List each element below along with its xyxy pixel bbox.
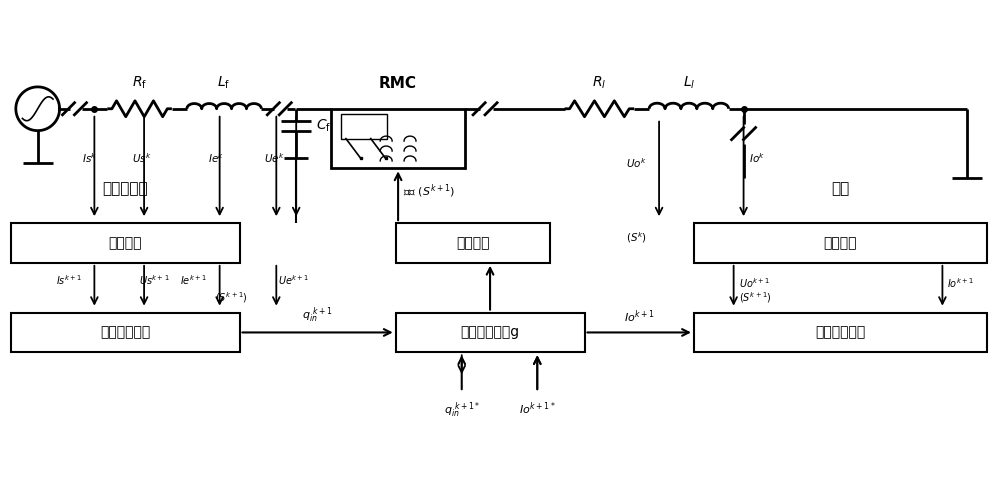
Bar [396,223,550,263]
Text: $Io^{k+1}$: $Io^{k+1}$ [947,276,975,290]
Text: $q_{in}^{\ k+1}$: $q_{in}^{\ k+1}$ [302,306,333,326]
Text: $L_{\rm f}$: $L_{\rm f}$ [217,75,231,91]
Text: RMC: RMC [379,76,417,91]
Text: $Ue^{k+1}$: $Ue^{k+1}$ [278,273,310,287]
Bar [331,109,465,168]
Text: $Io^k$: $Io^k$ [749,152,765,165]
Text: 选择 ($S^{k+1}$): 选择 ($S^{k+1}$) [403,182,455,200]
Text: $Ie^{k+1}$: $Ie^{k+1}$ [180,273,208,287]
Text: $(S^k)$: $(S^k)$ [626,230,647,245]
Text: $R_{\rm f}$: $R_{\rm f}$ [132,75,147,91]
Text: $Us^k$: $Us^k$ [132,152,152,165]
Text: $(S^{k+1})$: $(S^{k+1})$ [215,290,247,305]
Bar [694,223,987,263]
Text: $Is^k$: $Is^k$ [82,152,98,165]
Text: $L_{\it l}$: $L_{\it l}$ [683,75,695,91]
Text: $Uo^k$: $Uo^k$ [626,156,647,170]
Text: 控制对象预测: 控制对象预测 [100,326,150,339]
Text: $Is^{k+1}$: $Is^{k+1}$ [56,273,82,287]
Text: $R_{\it l}$: $R_{\it l}$ [592,75,607,91]
Text: $Io^{k+1}$: $Io^{k+1}$ [624,309,655,326]
Text: $Io^{k+1*}$: $Io^{k+1*}$ [519,400,556,417]
Text: $q_{in}^{\ k+1*}$: $q_{in}^{\ k+1*}$ [444,400,480,420]
Text: $(S^{k+1})$: $(S^{k+1})$ [739,290,771,305]
Text: 控制对象预测: 控制对象预测 [815,326,866,339]
Text: $Ie^k$: $Ie^k$ [208,152,224,165]
Bar [341,114,387,139]
Text: 输入滤波器: 输入滤波器 [102,181,148,196]
Text: 计算功能函数g: 计算功能函数g [460,326,520,339]
Text: $Us^{k+1}$: $Us^{k+1}$ [139,273,170,287]
Text: $Ue^k$: $Ue^k$ [264,152,285,165]
Bar [396,313,585,352]
Bar [11,223,240,263]
Text: $Uo^{k+1}$: $Uo^{k+1}$ [739,276,770,290]
Text: 预测控制: 预测控制 [824,236,857,250]
Text: 偏磁控制: 偏磁控制 [456,236,489,250]
Bar [694,313,987,352]
Text: $C_{\rm f}$: $C_{\rm f}$ [316,118,331,134]
Bar [11,313,240,352]
Text: 预测控制: 预测控制 [108,236,142,250]
Text: $(S^k)$: $(S^k)$ [204,233,225,248]
Text: 负载: 负载 [831,181,850,196]
